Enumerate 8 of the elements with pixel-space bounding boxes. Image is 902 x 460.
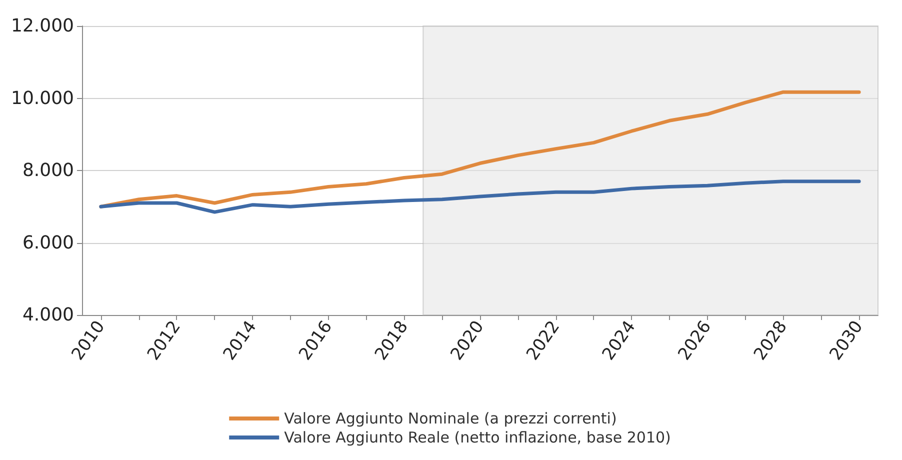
y-tick-label: 10.000 — [11, 88, 74, 109]
y-tick-label: 4.000 — [22, 304, 74, 326]
y-tick-label: 8.000 — [22, 160, 74, 181]
y-tick-label: 6.000 — [22, 232, 74, 254]
line-series — [99, 180, 861, 214]
legend-label: Valore Aggiunto Reale (netto inflazione, base 2010) — [284, 428, 671, 446]
y-tick-label: 12.000 — [11, 16, 74, 36]
legend-label: Valore Aggiunto Nominale (a prezzi correnti) — [284, 410, 617, 428]
